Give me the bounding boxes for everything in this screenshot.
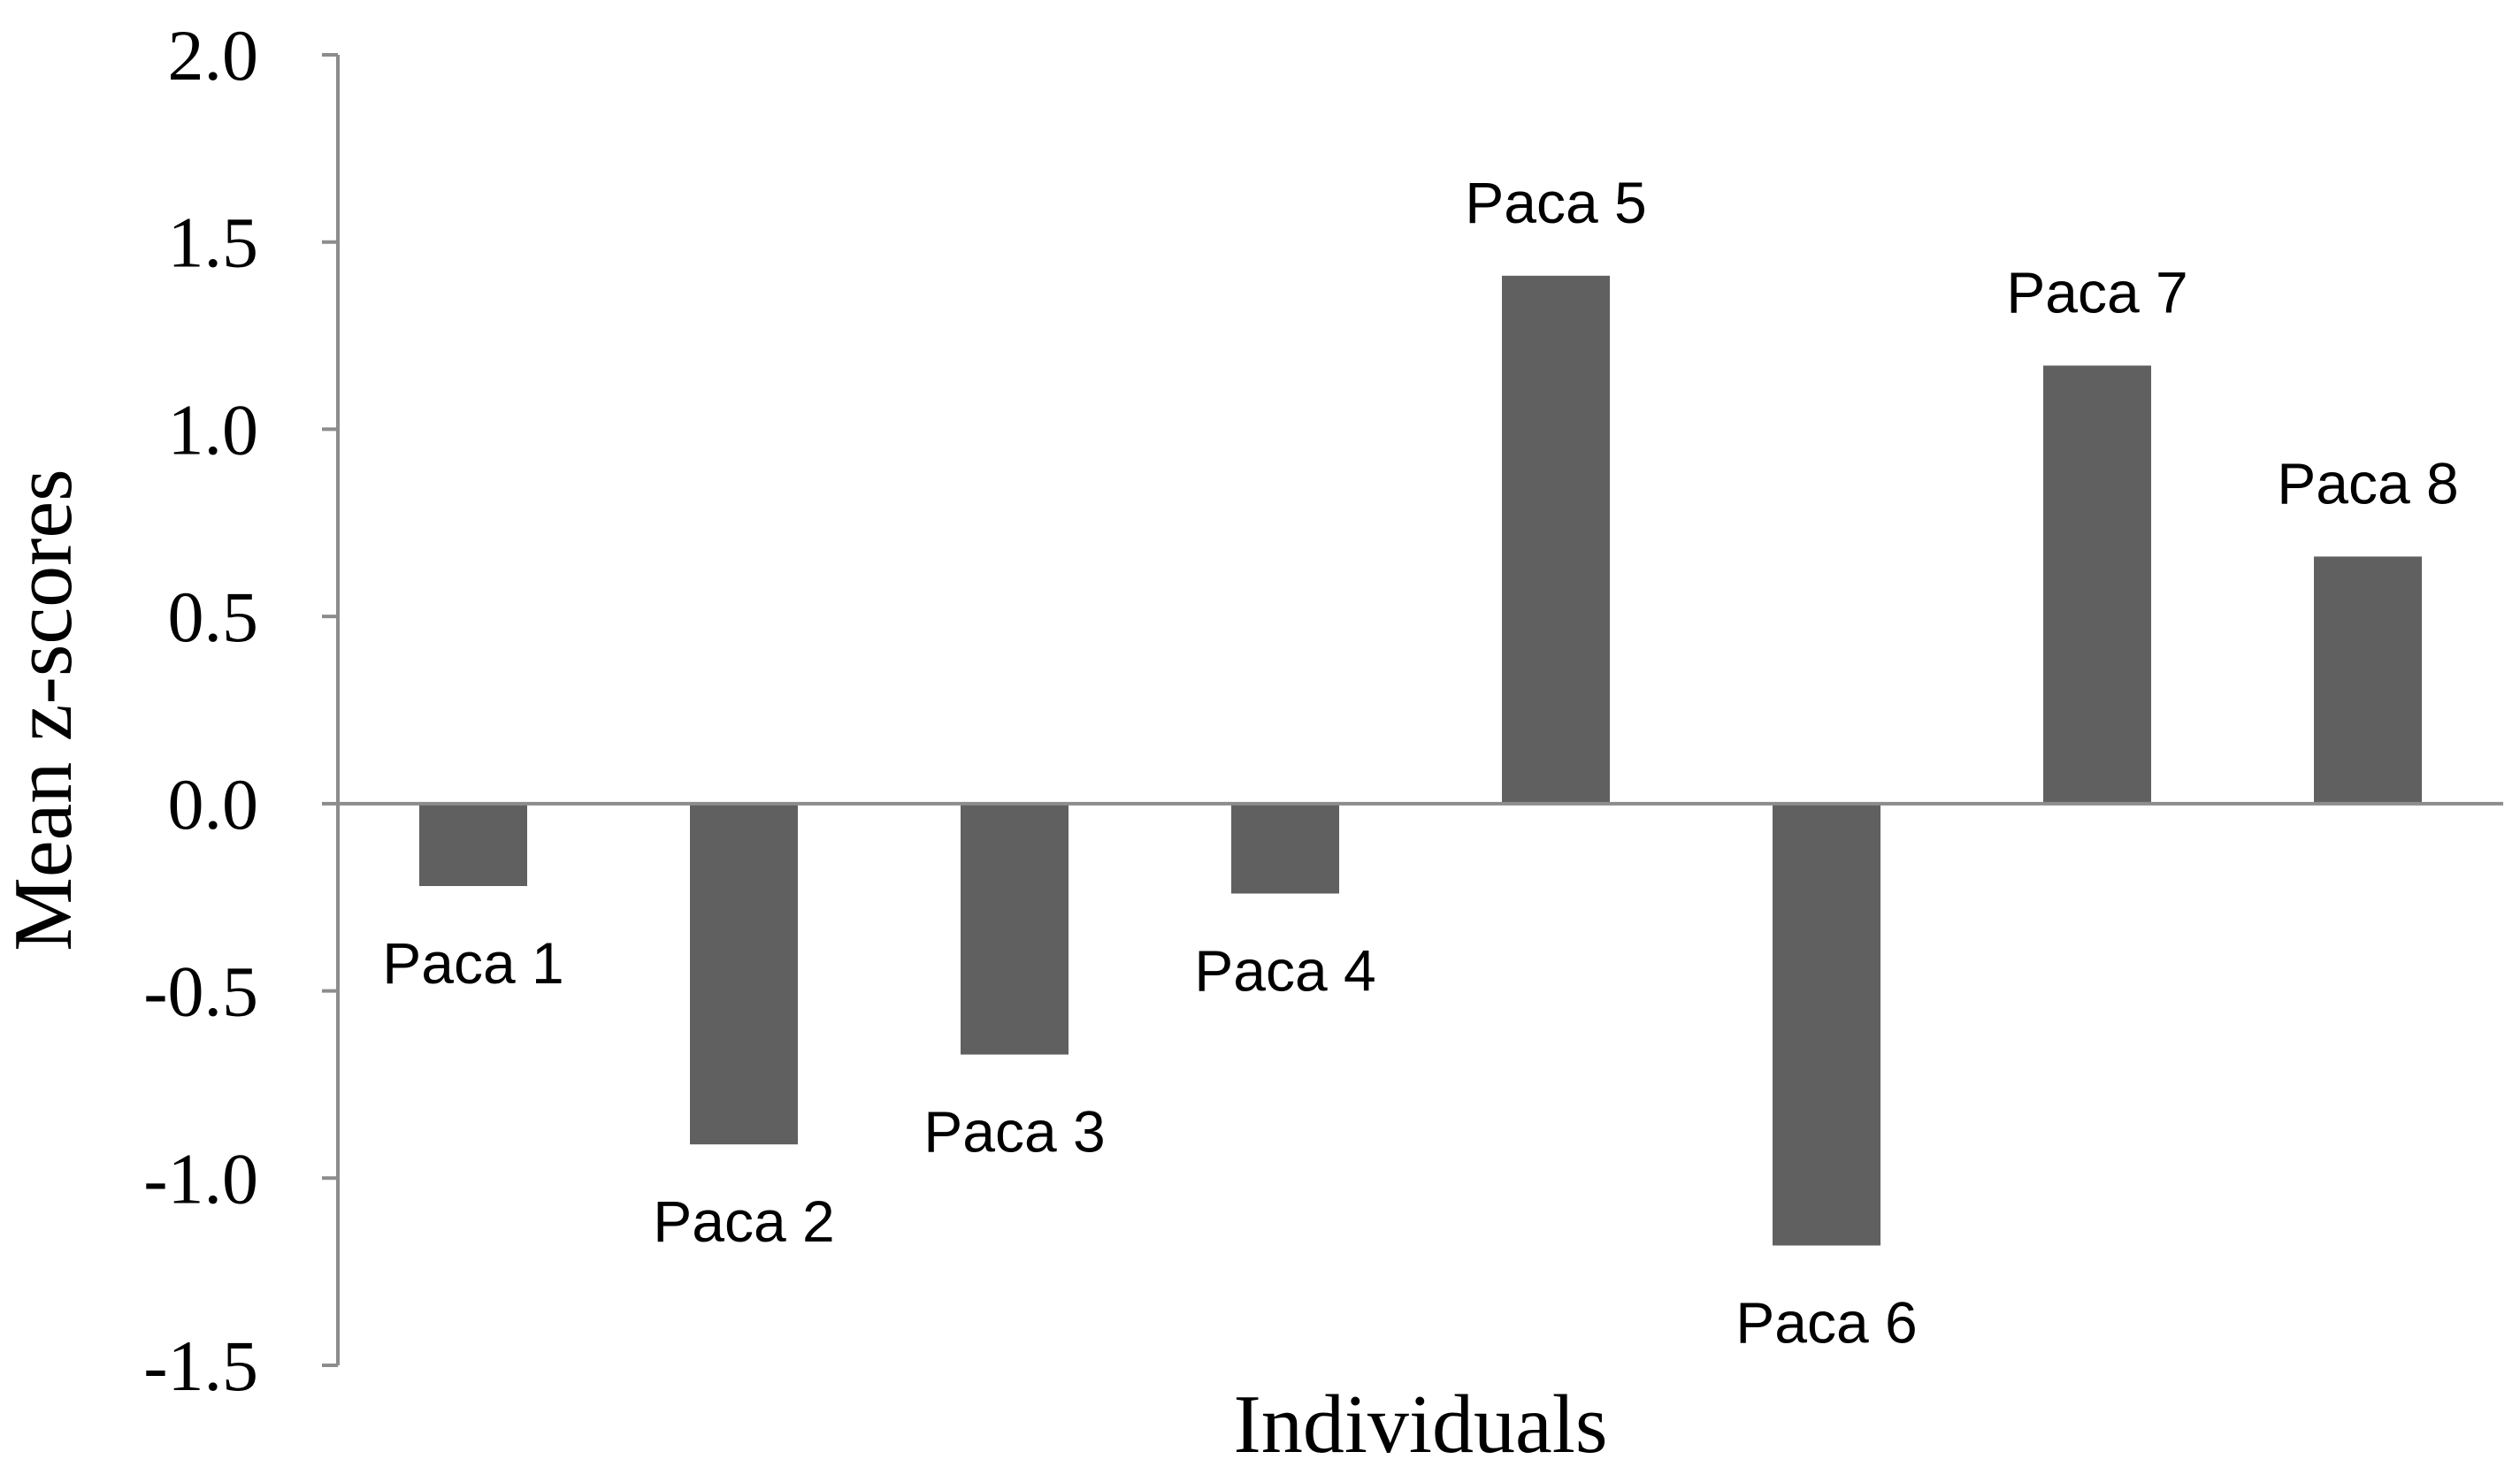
bar	[419, 803, 527, 887]
bar-data-label: Paca 7	[2006, 259, 2187, 325]
bar-data-label: Paca 8	[2277, 450, 2458, 516]
bar-labels-group: Paca 1 Paca 2 Paca 3 Paca 4 Paca 5 Paca 6 Paca…	[382, 170, 2458, 1356]
x-axis-title: Individuals	[1234, 1379, 1608, 1467]
axes-group	[322, 53, 2503, 1367]
y-tick-label: -0.5	[143, 951, 258, 1032]
y-tick-label: 1.5	[168, 202, 259, 283]
bar	[2314, 556, 2422, 804]
y-tick-label: 0.0	[168, 764, 259, 844]
y-tick-label: 1.0	[168, 389, 259, 470]
y-tick-label: -1.0	[143, 1138, 258, 1219]
bar	[961, 803, 1069, 1055]
y-tick-label: -1.5	[143, 1326, 258, 1406]
bar-data-label: Paca 2	[653, 1188, 834, 1254]
bar-data-label: Paca 5	[1465, 170, 1646, 235]
bars-group	[419, 275, 2422, 1246]
bar-data-label: Paca 3	[923, 1099, 1105, 1165]
bar	[690, 803, 798, 1145]
bar	[1502, 275, 1610, 804]
bar	[1231, 803, 1339, 894]
bar	[1773, 803, 1880, 1246]
y-tick-labels-group: 2.0 1.5 1.0 0.5 0.0 -0.5 -1.0 -1.5	[143, 15, 258, 1406]
bar-data-label: Paca 1	[382, 930, 563, 996]
bar-data-label: Paca 6	[1735, 1290, 1917, 1356]
y-axis-title: Mean z-scores	[0, 469, 89, 951]
y-tick-label: 2.0	[168, 15, 259, 96]
bar	[2043, 365, 2151, 804]
bar-data-label: Paca 4	[1194, 937, 1375, 1003]
y-tick-label: 0.5	[168, 577, 259, 657]
